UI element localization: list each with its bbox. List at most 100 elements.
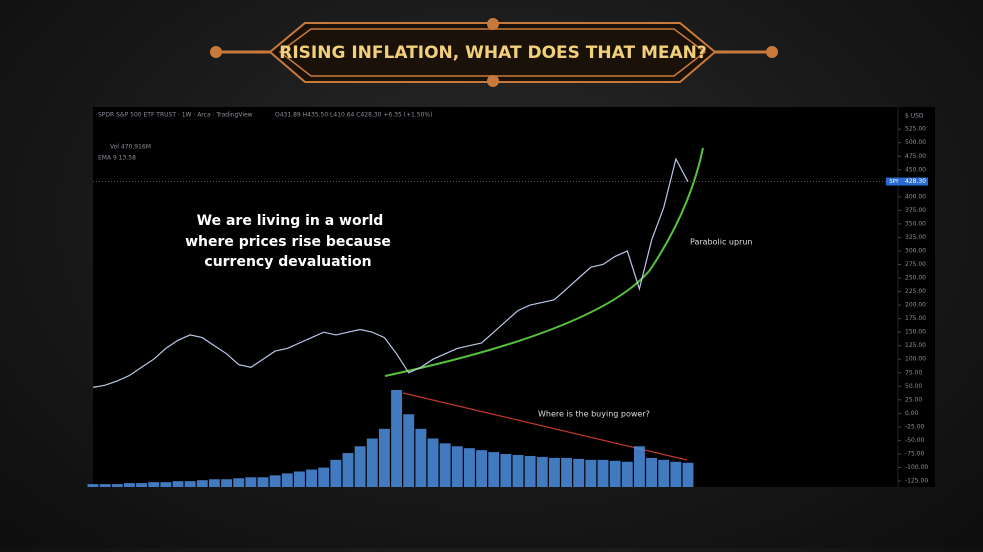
title-banner: RISING INFLATION, WHAT DOES THAT MEAN? [210,18,778,87]
volume-bar [245,477,257,487]
volume-bar [208,479,220,487]
y-tick-label: 225.00 [905,288,926,295]
volume-bar [196,480,208,487]
volume-bar [148,482,160,487]
volume-bar [330,459,342,487]
volume-bar [682,462,694,487]
y-tick-label: -25.00 [905,423,925,430]
y-tick-label: 500.00 [905,139,926,146]
y-tick-label: 400.00 [905,193,926,200]
banner-dot [487,75,499,87]
symbol-tag [886,177,902,186]
annotation-text: We are living in a world [197,213,384,229]
chart-header: O431.89 H435.50 L410.64 C428.30 +6.35 (+… [275,112,432,119]
y-tick-label: 525.00 [905,126,926,133]
volume-bar [561,457,573,487]
volume-bar [403,414,415,487]
y-tick-label: 25.00 [905,396,922,403]
volume-bar [233,478,245,487]
volume-bar [585,459,597,487]
volume-bar [536,456,548,487]
volume-bar [366,438,378,487]
volume-bar [573,458,585,487]
volume-bar [281,473,293,487]
chart-panel [93,107,935,487]
volume-bar [111,484,123,487]
volume-bar [609,460,621,487]
banner-frame-inner [278,28,707,77]
banner-dot [210,46,222,58]
volume-bar [306,469,318,487]
volume-bar [269,475,281,487]
slide-title: RISING INFLATION, WHAT DOES THAT MEAN? [279,43,707,63]
y-tick-label: 475.00 [905,153,926,160]
banner-dot [487,18,499,30]
volume-bar [548,457,560,487]
annotation-text: currency devaluation [204,254,371,270]
y-tick-label: 250.00 [905,275,926,282]
volume-bar [378,428,390,487]
currency-label: $ USD [905,113,924,120]
y-tick-label: 0.00 [905,410,919,417]
volume-bar [136,483,148,487]
chart-header: Vol 470.916M [110,144,151,151]
volume-bar [293,471,305,487]
chart-header: EMA 9 13.58 [98,155,136,162]
y-tick-label: 150.00 [905,329,926,336]
y-tick-label: 375.00 [905,207,926,214]
parabola-curve [384,147,704,377]
volume-bar [633,446,645,487]
volume-bar [463,448,475,487]
volume-bar [488,452,500,487]
y-tick-label: 350.00 [905,220,926,227]
volume-bar [500,454,512,487]
price-tag [902,177,928,186]
y-tick-label: 50.00 [905,383,922,390]
volume-bar [670,461,682,487]
volume-bar [415,428,427,487]
volume-bar [427,438,439,487]
volume-bar [391,390,403,487]
y-tick-label: 100.00 [905,356,926,363]
annotation-text: where prices rise because [185,234,391,250]
y-tick-label: 325.00 [905,234,926,241]
volume-bar [476,450,488,487]
y-tick-label: 125.00 [905,342,926,349]
annotation-text: Parabolic uprun [690,238,753,247]
volume-bar [597,459,609,487]
volume-bar [354,446,366,487]
banner-frame [268,22,717,83]
chart-header: SPDR S&P 500 ETF TRUST · 1W · Arca · Tra… [98,112,253,119]
volume-bar [221,479,233,487]
y-tick-label: 275.00 [905,261,926,268]
price-line [92,157,689,388]
volume-bar [318,467,330,487]
y-tick-label: -100.00 [905,464,928,471]
volume-bar [621,461,633,487]
volume-bar [257,477,269,487]
y-tick-label: -125.00 [905,478,928,485]
y-tick-label: -75.00 [905,450,925,457]
volume-bar [172,481,184,487]
y-tick-label: 300.00 [905,247,926,254]
volume-bar [439,443,451,487]
volume-bar [658,459,670,487]
volume-bar [87,484,99,487]
volume-bar [184,481,196,487]
volume-bar [646,457,658,487]
y-tick-label: 200.00 [905,302,926,309]
annotation-text: Where is the buying power? [538,410,650,419]
volume-bar [451,446,463,487]
last-price-label: 428.30 [905,178,926,185]
y-tick-label: 175.00 [905,315,926,322]
volume-bar [160,482,172,487]
volume-bar [524,455,536,487]
y-tick-label: 450.00 [905,166,926,173]
y-tick-label: -50.00 [905,437,925,444]
y-tick-label: 75.00 [905,369,922,376]
volume-bar [123,483,135,487]
banner-dot [766,46,778,58]
volume-bar [512,454,524,487]
